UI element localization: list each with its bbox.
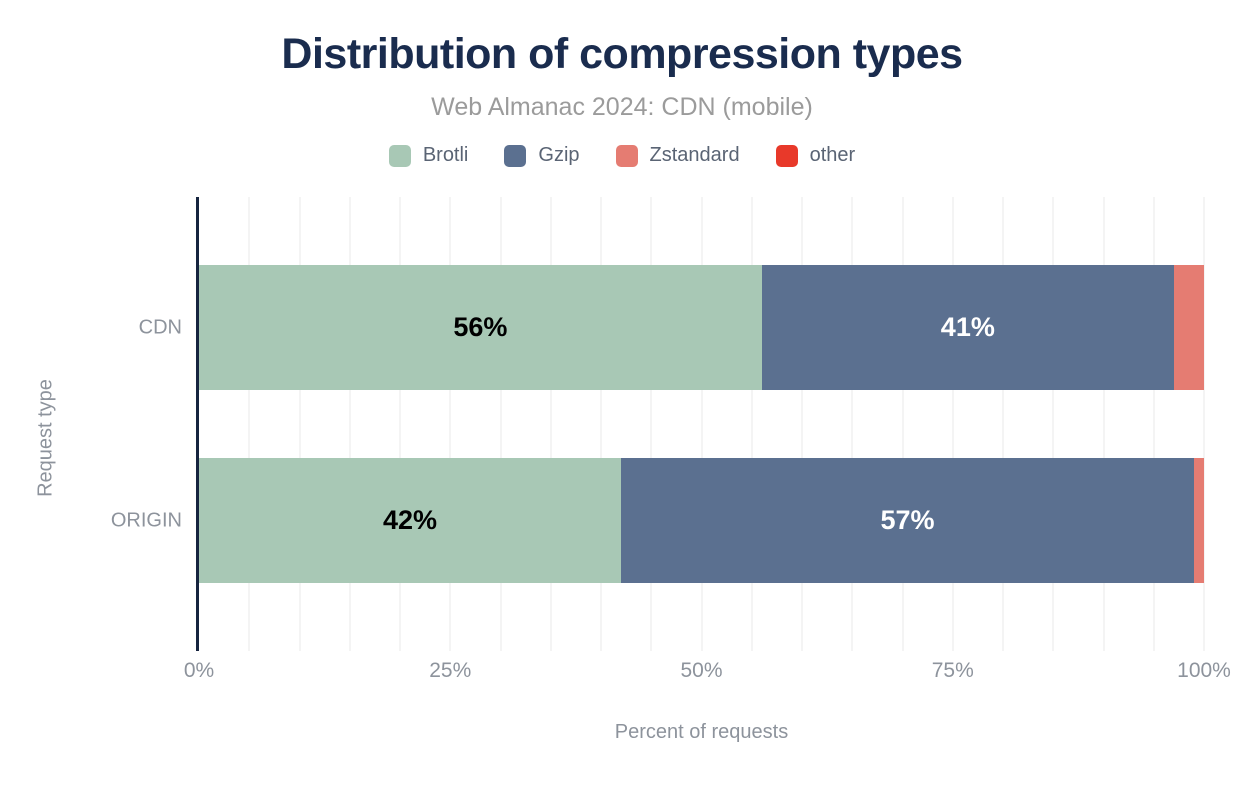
gridline	[600, 197, 602, 651]
bar-row-origin: ORIGIN 42% 57%	[111, 458, 1204, 583]
gridline	[248, 197, 251, 651]
chart-title: Distribution of compression types	[281, 30, 963, 78]
bar-segment-cdn-brotli: 56%	[199, 265, 762, 390]
gridline	[549, 197, 552, 651]
gridline	[298, 197, 301, 651]
bar-segment-origin-zstandard	[1193, 458, 1204, 583]
legend: Brotli Gzip Zstandard other	[0, 144, 1244, 167]
gridline	[650, 197, 653, 651]
legend-swatch-gzip	[504, 144, 527, 167]
gridline	[951, 197, 954, 651]
category-label-cdn: CDN	[138, 316, 182, 338]
gridline	[1203, 197, 1205, 651]
gridline	[700, 197, 703, 651]
x-tick-25: 25%	[429, 659, 472, 682]
x-axis-ticks: 0% 25% 50% 75% 100%	[184, 659, 1231, 685]
x-tick-100: 100%	[1177, 659, 1231, 682]
gridline	[348, 197, 351, 651]
x-axis-title: Percent of requests	[614, 721, 789, 743]
bar-segment-cdn-gzip: 41%	[761, 265, 1174, 390]
gridline	[1152, 197, 1155, 651]
legend-label-zstandard: Zstandard	[649, 144, 740, 166]
bar-segment-cdn-zstandard	[1173, 265, 1204, 390]
gridline	[750, 197, 753, 651]
bar-segment-origin-gzip: 57%	[621, 458, 1194, 583]
legend-label-gzip: Gzip	[538, 144, 580, 166]
y-axis-title: Request type	[34, 379, 57, 497]
gridline	[851, 197, 854, 651]
gridline	[801, 197, 803, 651]
legend-item-other[interactable]: other	[775, 144, 856, 167]
legend-swatch-brotli	[388, 144, 411, 167]
gridline	[1052, 197, 1055, 651]
x-tick-0: 0%	[183, 659, 215, 682]
chart-subtitle: Web Almanac 2024: CDN (mobile)	[431, 93, 813, 121]
category-label-origin: ORIGIN	[110, 509, 182, 531]
gridline	[1002, 197, 1004, 651]
x-tick-50: 50%	[680, 659, 723, 682]
legend-label-brotli: Brotli	[422, 144, 469, 166]
gridline	[449, 197, 452, 651]
plot-area: CDN 56% 41% ORIGIN 42% 57%	[111, 197, 1205, 651]
gridline	[499, 197, 502, 651]
gridline	[399, 197, 401, 651]
bar-segment-origin-brotli: 42%	[199, 458, 622, 583]
legend-item-zstandard[interactable]: Zstandard	[615, 144, 740, 167]
x-tick-75: 75%	[931, 659, 974, 682]
legend-label-other: other	[809, 144, 856, 166]
bar-row-cdn: CDN 56% 41%	[139, 265, 1204, 390]
legend-swatch-other	[775, 144, 798, 167]
legend-item-gzip[interactable]: Gzip	[504, 144, 580, 167]
gridline	[1102, 197, 1105, 651]
legend-item-brotli[interactable]: Brotli	[388, 144, 469, 167]
legend-swatch-zstandard	[615, 144, 638, 167]
gridline	[901, 197, 904, 651]
